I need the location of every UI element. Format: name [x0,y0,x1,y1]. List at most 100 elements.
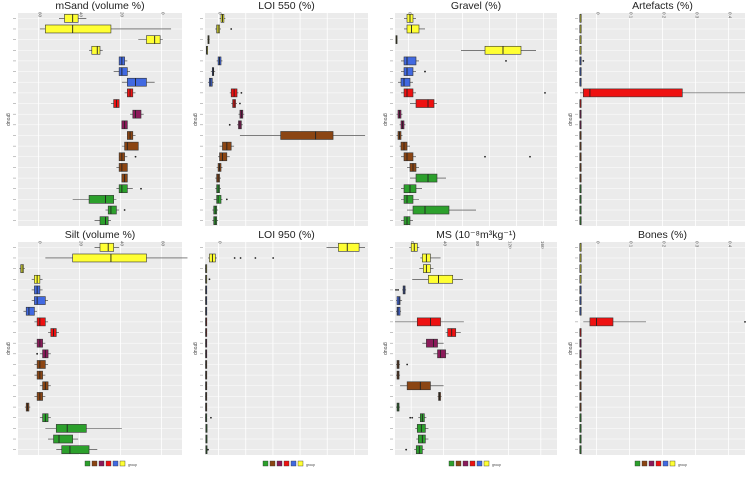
box [127,77,147,87]
box [53,434,73,444]
box [146,35,161,44]
box [589,317,614,327]
outlier-point [254,257,257,259]
outlier-point [272,257,275,259]
outlier-point [140,187,142,190]
box [582,88,683,98]
legend-key [119,460,126,467]
x-tick-label: 60 [161,241,166,247]
legend-key [112,460,119,467]
plot-background [205,13,368,226]
x-tick-label: 20 [120,12,125,18]
box [216,195,222,204]
panel-4: Artefacts (%) 0 0.1 0.2 0.3 0.4 group [567,0,745,226]
x-tick-label: 0 [161,12,166,15]
legend-4: group [634,460,687,467]
box [417,434,426,444]
box [118,67,128,76]
legend-key [448,460,455,467]
outlier-point [207,448,209,451]
y-axis-label: group [567,342,573,355]
box [396,296,401,305]
box [338,243,360,252]
panel-1: mSand (volume %) 60 40 20 0 group [5,0,182,226]
outlier-point [240,91,243,94]
box [219,152,228,162]
box [107,205,117,215]
box [91,45,101,55]
legend-key [105,460,112,467]
plot-background [395,13,557,226]
box [34,296,46,305]
box [99,243,114,252]
outlier-point [484,155,486,158]
outlier-point [397,289,399,291]
legend-key [455,460,462,467]
box [426,338,438,348]
box [403,152,414,162]
outlier-point [233,257,236,259]
panel-title: mSand (volume %) [55,0,144,12]
box [403,88,414,98]
x-tick-label: 0.3 [695,241,700,248]
outlier-point [228,123,231,126]
x-tick-label: 0.2 [662,12,667,19]
legend-key [91,460,98,467]
outlier-point [744,320,746,323]
outlier-point [406,363,409,366]
x-tick-label: 0.4 [728,12,733,19]
box [415,99,435,108]
x-tick-label: 0.1 [629,12,634,19]
y-axis-label: group [5,342,11,355]
box [403,56,417,66]
y-axis-label: group [5,113,11,126]
x-tick-label: 40 [443,241,448,247]
box [88,195,114,204]
outlier-point [582,60,585,62]
x-tick-label: 0 [218,12,223,15]
legend-title: group [306,463,315,467]
legend-key [462,460,469,467]
box [403,67,414,76]
x-tick-label: 0 [410,241,415,244]
plot-background [18,242,182,455]
outlier-point [405,448,408,451]
panel-title: MS (10⁻⁸m³kg⁻¹) [436,229,516,241]
panel-title: LOI 950 (%) [258,229,315,241]
x-tick-label: 0 [218,241,223,244]
box [437,349,446,359]
panel-2: LOI 550 (%) 0 group [192,0,368,226]
panel-6: LOI 950 (%) 0 group [192,229,368,455]
outlier-point [134,155,137,158]
y-axis-label: group [567,113,573,126]
box [423,264,431,273]
box [124,141,139,151]
x-tick-label: 160 [540,241,545,249]
x-tick-label: 0 [596,241,601,244]
outlier-point [529,155,531,158]
box [400,77,411,87]
legend-key [297,460,304,467]
plot-background [205,242,368,455]
box [118,163,128,172]
y-axis-label: group [192,113,198,126]
x-tick-label: 80 [475,241,480,247]
legend-3: group [448,460,501,467]
outlier-point [208,278,211,281]
panel-title: LOI 550 (%) [258,0,315,12]
outlier-point [544,91,546,94]
box [415,173,438,183]
legend-key [655,460,662,467]
outlier-point [409,416,412,419]
panel-8: Bones (%) 0 0.1 0.2 0.3 0.4 group [567,229,746,455]
outlier-point [395,289,397,291]
legend-title: group [678,463,687,467]
legend-key [469,460,476,467]
panel-5: Silt (volume %) 0 20 40 60 group [5,229,188,455]
legend-key [283,460,290,467]
x-tick-label: 60 [38,12,43,18]
x-tick-label: 0.3 [695,12,700,19]
x-tick-label: 0.2 [662,241,667,248]
box [416,317,441,327]
legend-key [648,460,655,467]
